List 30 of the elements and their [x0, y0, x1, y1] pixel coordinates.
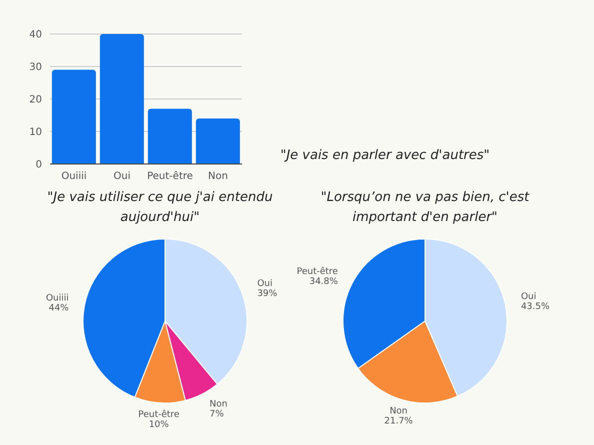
slice-label: Peut-être [138, 408, 180, 420]
y-tick-label: 0 [36, 160, 42, 171]
slice-label: Oui [520, 292, 536, 302]
x-tick-label: Non [208, 171, 228, 182]
bar [196, 118, 240, 164]
chart-title: "Je vais utiliser ce que j'ai entendu aujourd'hui" [46, 189, 274, 227]
data-label: 34.8% [309, 276, 338, 287]
text: "Je vais en parler avec d'autres" [279, 147, 491, 165]
data-label: 39% [257, 288, 278, 299]
data-label: 43.5% [520, 302, 550, 312]
data-label: 10% [148, 420, 170, 430]
slice-label: Non [209, 399, 228, 410]
x-tick-label: Peut-être [147, 171, 193, 182]
x-tick-label: Oui [114, 171, 130, 182]
y-tick-label: 30 [29, 62, 42, 74]
slice-label: Ouiiii [46, 294, 69, 304]
data-label: 44% [48, 304, 70, 314]
y-tick-label: 40 [29, 30, 42, 41]
data-label: 21.7% [384, 416, 414, 426]
x-tick-label: Ouiiii [61, 171, 87, 182]
chart-title: "Lorsqu’on ne va pas bien, c'est important d'en parler" [320, 189, 530, 227]
slice-label: Peut-être [296, 266, 338, 277]
bar [148, 108, 192, 164]
y-tick-label: 10 [29, 127, 42, 138]
y-tick-label: 20 [29, 94, 42, 106]
slice-label: Oui [257, 278, 273, 289]
slice-label: Non [390, 406, 408, 416]
bar [100, 34, 144, 164]
bar [52, 70, 96, 164]
data-label: 7% [209, 409, 224, 420]
